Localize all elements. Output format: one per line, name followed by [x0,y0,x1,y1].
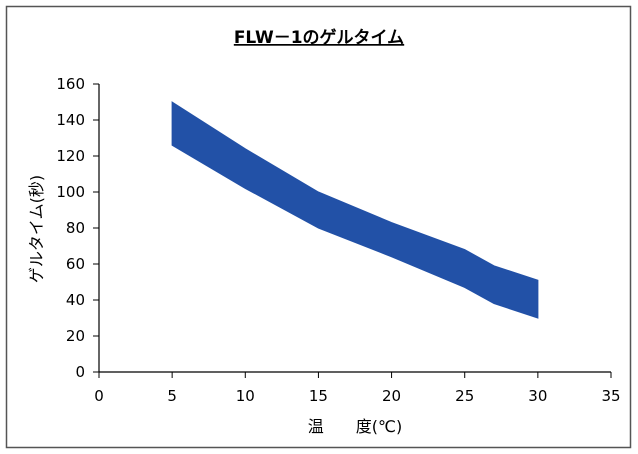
y-tick-label: 20 [66,327,85,345]
x-tick-label: 15 [309,387,328,405]
band-layer [171,101,539,319]
y-tick-label: 140 [56,111,85,129]
chart-title: FLW－1のゲルタイム [234,27,404,48]
y-tick-label: 40 [66,291,85,309]
x-tick-label: 20 [382,387,401,405]
y-tick-label: 160 [56,75,85,93]
x-axis-ticks: 0 5 10 15 20 25 30 35 [94,372,621,405]
y-axis-ticks: 0 20 40 60 80 100 120 140 160 [56,75,99,381]
y-tick-label: 80 [66,219,85,237]
y-tick-label: 120 [56,147,85,165]
x-axis-label: 温 度(℃) [308,417,402,436]
x-tick-label: 0 [94,387,104,405]
x-tick-label: 5 [167,387,177,405]
x-tick-label: 35 [601,387,620,405]
y-tick-label: 100 [56,183,85,201]
gel-time-band [171,101,539,319]
y-tick-label: 60 [66,255,85,273]
x-tick-label: 30 [528,387,547,405]
y-tick-label: 0 [75,363,85,381]
x-tick-label: 25 [455,387,474,405]
y-axis-label: ゲルタイム(秒) [27,175,46,283]
x-tick-label: 10 [236,387,255,405]
